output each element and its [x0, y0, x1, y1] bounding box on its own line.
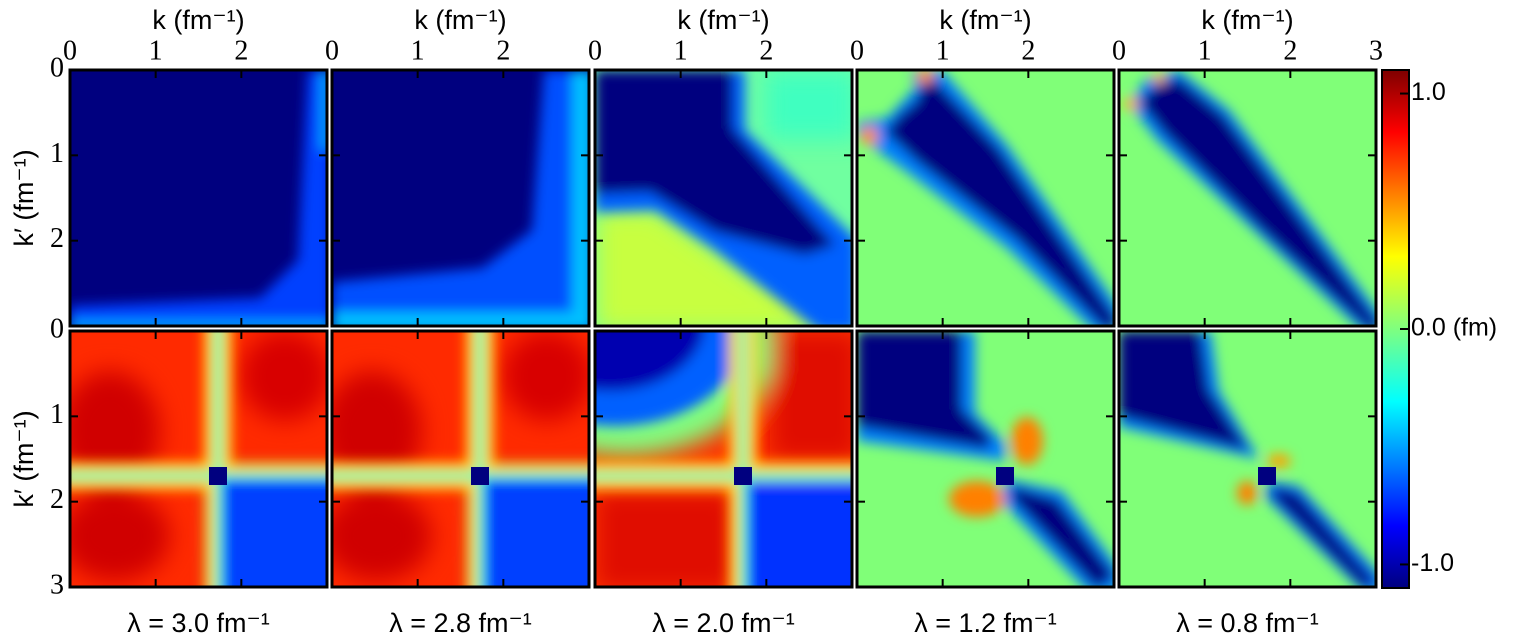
panel-frame — [593, 329, 854, 589]
lambda-label: λ = 2.8 fm⁻¹ — [389, 608, 532, 638]
panel-frame — [1117, 329, 1378, 589]
lambda-label: λ = 3.0 fm⁻¹ — [127, 608, 270, 638]
y-tick-label: 2 — [50, 484, 64, 515]
heatmap — [70, 70, 327, 326]
y-axis-title: k′ (fm⁻¹) — [9, 410, 39, 507]
x-tick-label: 0 — [1112, 35, 1126, 66]
y-tick-label: 1 — [50, 399, 64, 430]
x-axis-title: k (fm⁻¹) — [152, 5, 244, 35]
heatmap — [332, 70, 589, 326]
x-axis-title: k (fm⁻¹) — [939, 5, 1031, 35]
heatmap — [332, 331, 589, 587]
y-axis-title: k′ (fm⁻¹) — [9, 149, 39, 246]
x-tick-label: 0 — [588, 35, 602, 66]
colorbar-tick-label: -1.0 — [1411, 549, 1454, 577]
heatmap — [857, 331, 1114, 587]
x-axis-title: k (fm⁻¹) — [1201, 5, 1293, 35]
x-tick-label: 0 — [63, 35, 77, 66]
panel-frame — [330, 329, 591, 589]
y-tick-label: 3 — [50, 569, 64, 600]
x-tick-label: 2 — [1021, 35, 1035, 66]
x-tick-label: 1 — [936, 35, 950, 66]
y-tick-label: 2 — [50, 223, 64, 254]
x-axis-title: k (fm⁻¹) — [677, 5, 769, 35]
x-axis-title: k (fm⁻¹) — [414, 5, 506, 35]
x-tick-label: 1 — [411, 35, 425, 66]
lambda-label: λ = 0.8 fm⁻¹ — [1176, 608, 1319, 638]
heatmap — [1119, 70, 1376, 326]
panel-frame — [68, 68, 329, 328]
x-tick-label: 0 — [850, 35, 864, 66]
y-tick-label: 0 — [50, 313, 64, 344]
x-tick-label: 2 — [234, 35, 248, 66]
x-tick-label: 1 — [149, 35, 163, 66]
x-tick-label: 2 — [759, 35, 773, 66]
heatmap — [595, 331, 852, 587]
colorbar-tick-label: 1.0 — [1411, 78, 1446, 106]
x-tick-label: 2 — [1283, 35, 1297, 66]
x-tick-label: 2 — [496, 35, 510, 66]
x-tick-label: 3 — [1369, 35, 1383, 66]
y-tick-label: 1 — [50, 138, 64, 169]
lambda-label: λ = 1.2 fm⁻¹ — [914, 608, 1057, 638]
panel-frame — [593, 68, 854, 328]
panel-frame — [1117, 68, 1378, 328]
heatmap — [70, 331, 327, 587]
heatmap — [1119, 331, 1376, 587]
lambda-label: λ = 2.0 fm⁻¹ — [652, 608, 795, 638]
panel-frame — [330, 68, 591, 328]
colorbar-tick-label: 0.0 (fm) — [1411, 314, 1497, 342]
x-tick-label: 1 — [674, 35, 688, 66]
panel-frame — [855, 68, 1116, 328]
panel-frame — [855, 329, 1116, 589]
panel-frame — [68, 329, 329, 589]
heatmap — [857, 70, 1114, 326]
x-tick-label: 1 — [1198, 35, 1212, 66]
y-tick-label: 0 — [50, 52, 64, 83]
heatmap — [595, 70, 852, 326]
x-tick-label: 0 — [325, 35, 339, 66]
